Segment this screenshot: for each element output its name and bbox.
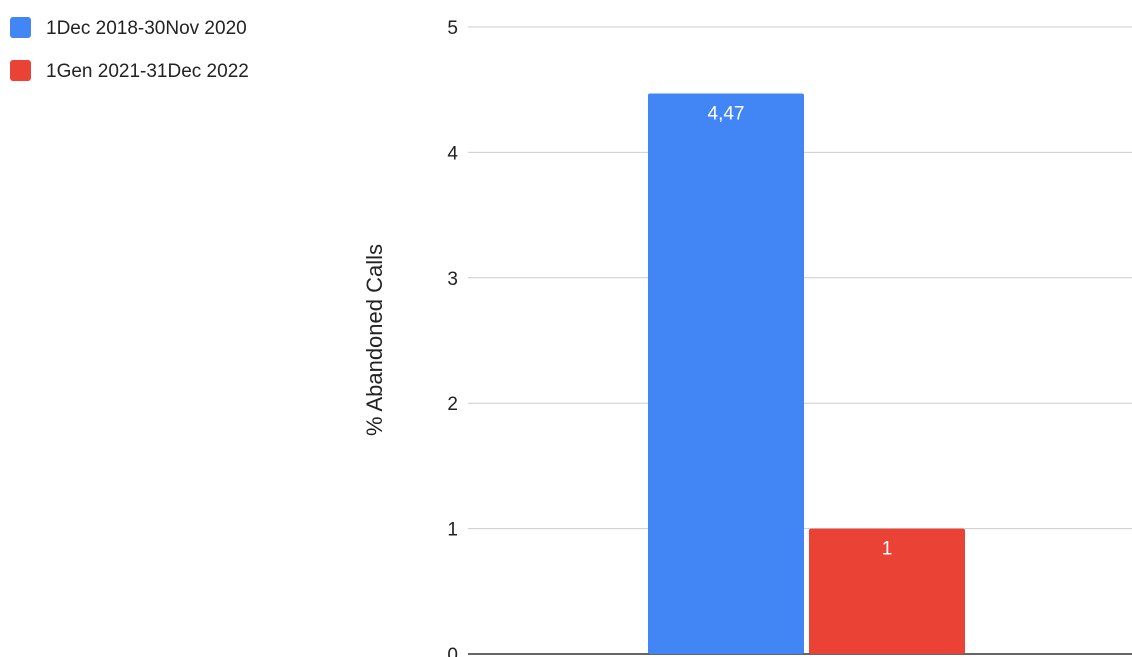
legend-swatch-1 (10, 17, 31, 38)
legend-label-1: 1Dec 2018-30Nov 2020 (46, 18, 247, 39)
data-label-2: 1 (882, 539, 893, 560)
y-tick-label-2: 2 (447, 394, 458, 415)
y-tick-label-3: 3 (447, 269, 458, 290)
y-axis-title: % Abandoned Calls (362, 244, 387, 436)
y-tick-label-5: 5 (447, 18, 458, 39)
legend-swatch-2 (10, 60, 31, 81)
y-tick-label-1: 1 (447, 520, 458, 541)
bars (648, 93, 965, 655)
y-tick-label-4: 4 (447, 143, 458, 164)
bar-1 (648, 93, 804, 655)
bar-2 (809, 528, 965, 654)
legend-label-2: 1Gen 2021-31Dec 2022 (46, 61, 249, 82)
y-axis-tick-labels: 0 1 2 3 4 5 (447, 18, 458, 657)
legend: 1Dec 2018-30Nov 2020 1Gen 2021-31Dec 2022 (10, 17, 249, 82)
data-labels: 4,47 1 (708, 103, 893, 559)
data-label-1: 4,47 (708, 103, 745, 124)
y-tick-label-0: 0 (447, 645, 458, 657)
